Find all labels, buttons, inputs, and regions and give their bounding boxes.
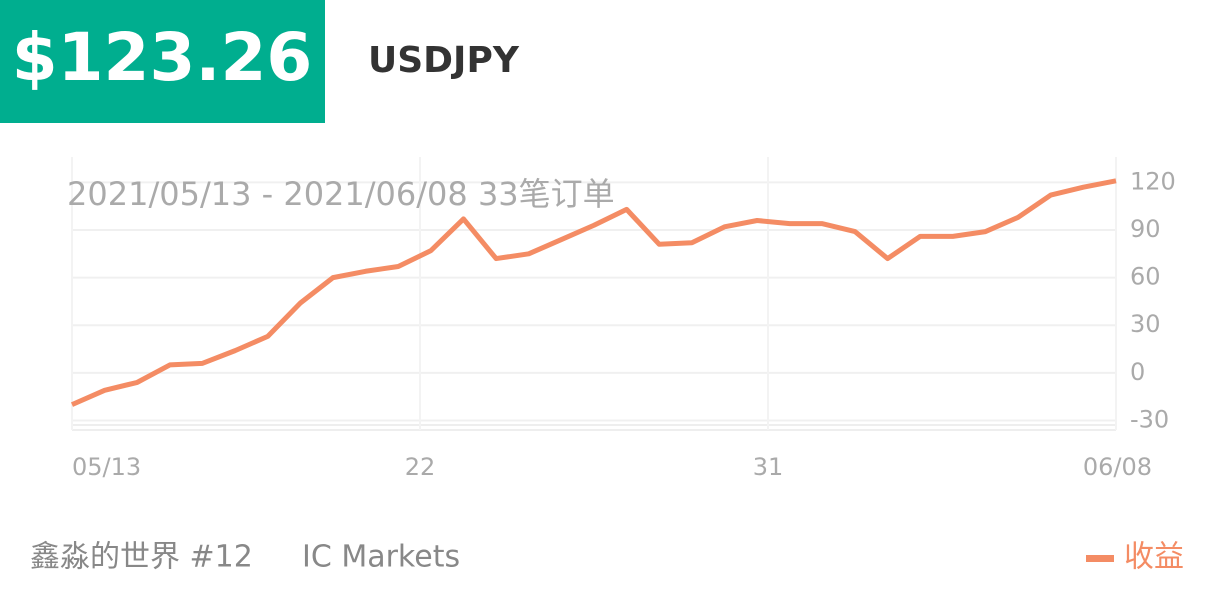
- data-line: [70, 178, 1117, 407]
- account: 鑫淼的世界 #12: [30, 540, 253, 575]
- x-tick-label: 06/08: [1083, 453, 1152, 481]
- price-box: [0, 0, 325, 123]
- legend-swatch: [1086, 555, 1114, 562]
- legend-label: 收益: [1124, 540, 1184, 575]
- broker: IC Markets: [302, 540, 460, 575]
- y-tick-label: 30: [1130, 310, 1161, 338]
- y-tick-label: 120: [1130, 167, 1176, 195]
- x-tick-label: 22: [405, 453, 436, 481]
- y-tick-label: 60: [1130, 263, 1161, 291]
- price: $123.26: [12, 19, 313, 96]
- symbol: USDJPY: [368, 40, 520, 81]
- subtitle: 2021/05/13 - 2021/06/08 33笔订单: [67, 175, 615, 213]
- y-tick-label: -30: [1130, 405, 1169, 433]
- x-tick-label: 31: [753, 453, 784, 481]
- y-tick-label: 0: [1130, 358, 1145, 386]
- x-tick-label: 05/13: [72, 453, 141, 481]
- y-tick-label: 90: [1130, 215, 1161, 243]
